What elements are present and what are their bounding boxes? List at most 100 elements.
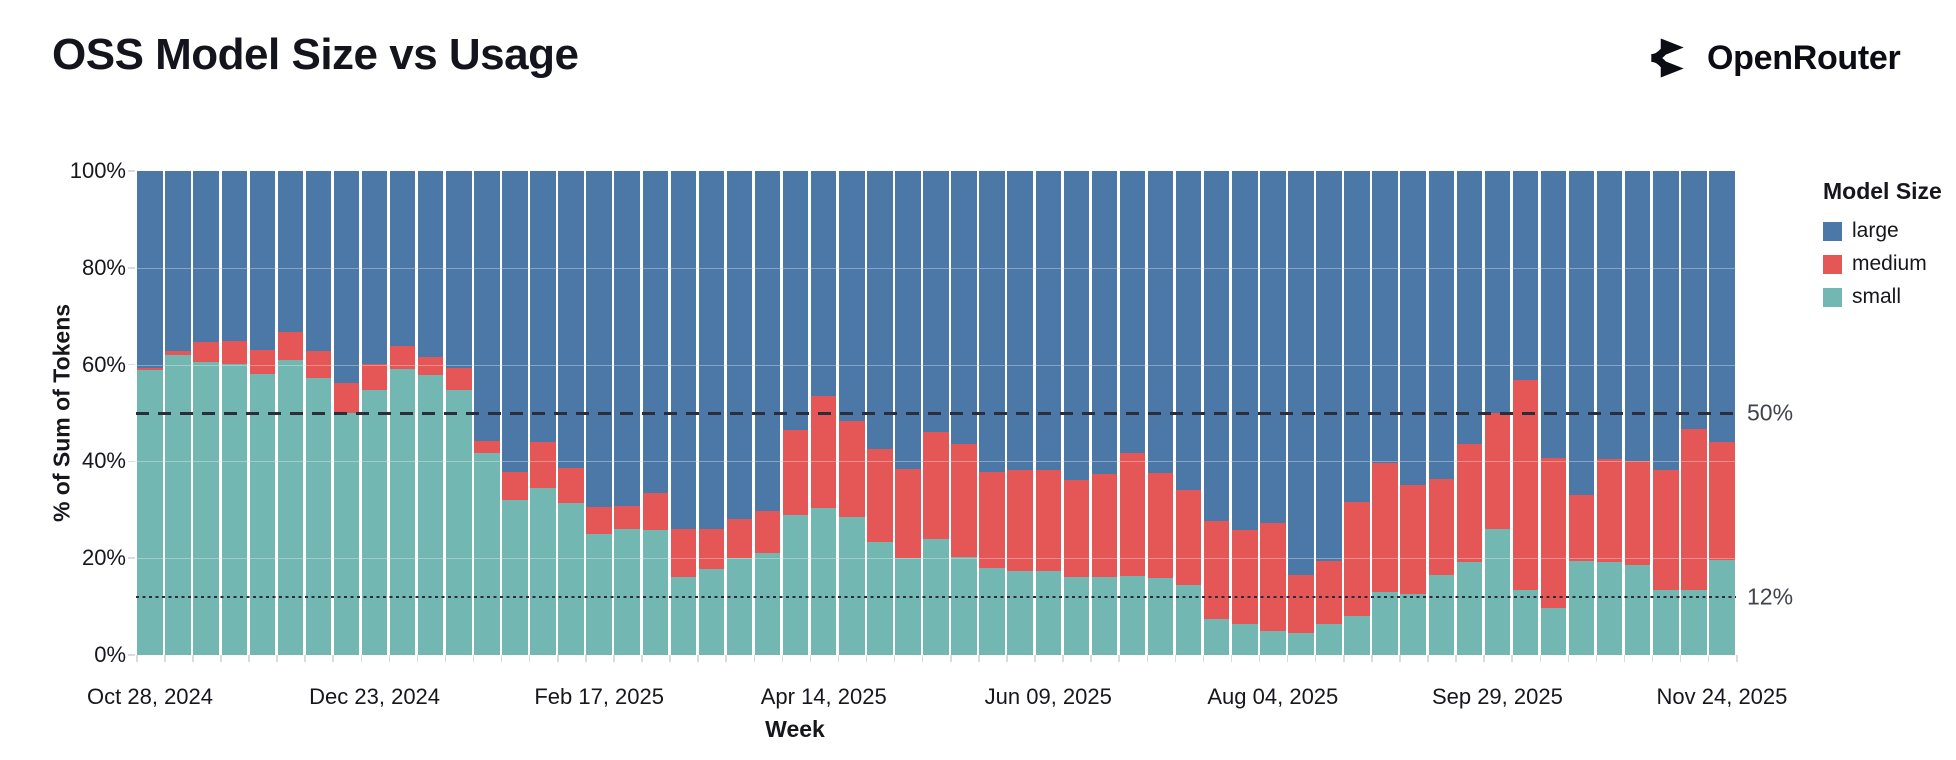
bar-segment-medium[interactable] [1400,484,1426,594]
bar-feb-17-2025[interactable] [586,171,612,655]
openrouter-logo[interactable]: OpenRouter [1645,36,1901,80]
bar-segment-small[interactable] [333,412,360,655]
bar-segment-small[interactable] [249,373,276,655]
bar-segment-small[interactable] [1512,589,1539,655]
bar-segment-medium[interactable] [530,442,556,489]
bar-segment-small[interactable] [670,576,697,655]
bar-mar-03-2025[interactable] [642,171,669,655]
bar-segment-small[interactable] [305,378,332,655]
bar-segment-large[interactable] [305,171,332,352]
bar-segment-medium[interactable] [782,429,809,516]
bar-aug-11-2025[interactable] [1288,171,1314,655]
bar-segment-medium[interactable] [1653,469,1679,591]
bar-oct-20-2025[interactable] [1568,171,1595,655]
bar-segment-large[interactable] [1344,171,1370,502]
bar-segment-small[interactable] [782,515,809,655]
bar-segment-medium[interactable] [1288,575,1314,633]
bar-segment-small[interactable] [1007,570,1033,655]
bar-segment-medium[interactable] [193,342,219,363]
bar-aug-04-2025[interactable] [1260,171,1286,655]
bar-apr-14-2025[interactable] [810,171,837,655]
bar-sep-15-2025[interactable] [1428,171,1454,655]
bar-segment-small[interactable] [361,389,388,655]
bar-segment-small[interactable] [726,557,753,655]
bar-sep-22-2025[interactable] [1456,171,1483,655]
bar-segment-medium[interactable] [1484,413,1511,529]
bar-segment-large[interactable] [137,171,163,368]
bar-segment-small[interactable] [1709,559,1735,655]
bar-may-05-2025[interactable] [895,171,921,655]
bar-segment-large[interactable] [446,171,472,369]
bar-segment-small[interactable] [389,369,416,655]
bar-segment-large[interactable] [558,171,584,468]
bar-segment-large[interactable] [979,171,1005,472]
bar-segment-small[interactable] [1288,632,1314,655]
bar-segment-small[interactable] [530,488,556,655]
bar-segment-medium[interactable] [446,368,472,390]
bar-segment-medium[interactable] [389,346,416,370]
bar-segment-small[interactable] [895,557,921,655]
bar-segment-medium[interactable] [165,350,191,355]
bar-segment-medium[interactable] [1091,473,1118,578]
bar-segment-large[interactable] [1119,171,1146,453]
bar-segment-medium[interactable] [305,351,332,379]
bar-segment-small[interactable] [137,370,163,655]
bar-segment-small[interactable] [502,499,528,655]
bar-segment-large[interactable] [923,171,949,433]
bar-segment-medium[interactable] [1035,470,1061,571]
bar-segment-small[interactable] [1232,623,1258,655]
bar-segment-medium[interactable] [1428,479,1454,576]
bar-segment-large[interactable] [642,171,669,493]
bar-segment-large[interactable] [726,171,753,519]
bar-jun-30-2025[interactable] [1119,171,1146,655]
bar-jul-21-2025[interactable] [1203,171,1230,655]
bar-may-26-2025[interactable] [979,171,1005,655]
bar-segment-medium[interactable] [1203,521,1230,619]
bar-segment-large[interactable] [1007,171,1033,470]
bar-mar-24-2025[interactable] [726,171,753,655]
bar-segment-medium[interactable] [333,383,360,413]
bar-segment-small[interactable] [754,553,781,655]
bar-segment-large[interactable] [1316,171,1342,562]
bar-segment-large[interactable] [1372,171,1398,464]
bar-segment-medium[interactable] [558,467,584,504]
bar-oct-28-2024[interactable] [137,171,163,655]
bar-segment-large[interactable] [1540,171,1567,458]
bar-dec-16-2024[interactable] [333,171,360,655]
bar-may-19-2025[interactable] [951,171,977,655]
bar-segment-large[interactable] [1456,171,1483,444]
bar-segment-medium[interactable] [1596,459,1623,563]
bar-segment-large[interactable] [165,171,191,351]
bar-segment-small[interactable] [979,568,1005,655]
bar-segment-medium[interactable] [1372,463,1398,593]
bar-segment-medium[interactable] [1540,458,1567,609]
bar-segment-large[interactable] [1091,171,1118,474]
bar-segment-medium[interactable] [726,518,753,558]
bar-segment-small[interactable] [446,389,472,655]
bar-segment-medium[interactable] [361,363,388,390]
bar-dec-09-2024[interactable] [305,171,332,655]
bar-segment-medium[interactable] [137,367,163,371]
bar-segment-small[interactable] [1568,561,1595,655]
bar-segment-small[interactable] [1372,592,1398,655]
bar-segment-medium[interactable] [810,396,837,508]
bar-feb-24-2025[interactable] [614,171,640,655]
bar-segment-medium[interactable] [1007,469,1033,571]
bar-segment-medium[interactable] [1316,561,1342,624]
bar-segment-medium[interactable] [754,510,781,554]
bar-segment-small[interactable] [277,360,304,655]
bar-segment-small[interactable] [1400,593,1426,655]
bar-segment-small[interactable] [418,375,444,655]
bar-jun-23-2025[interactable] [1091,171,1118,655]
bar-segment-small[interactable] [221,363,247,655]
bar-dec-30-2024[interactable] [389,171,416,655]
bar-segment-small[interactable] [193,362,219,655]
bar-oct-06-2025[interactable] [1512,171,1539,655]
bar-segment-small[interactable] [1428,575,1454,655]
bar-segment-large[interactable] [193,171,219,343]
bar-segment-large[interactable] [1709,171,1735,442]
bar-segment-small[interactable] [1316,623,1342,655]
bar-segment-large[interactable] [1400,171,1426,485]
bar-segment-small[interactable] [1681,589,1707,655]
bar-segment-medium[interactable] [277,331,304,361]
